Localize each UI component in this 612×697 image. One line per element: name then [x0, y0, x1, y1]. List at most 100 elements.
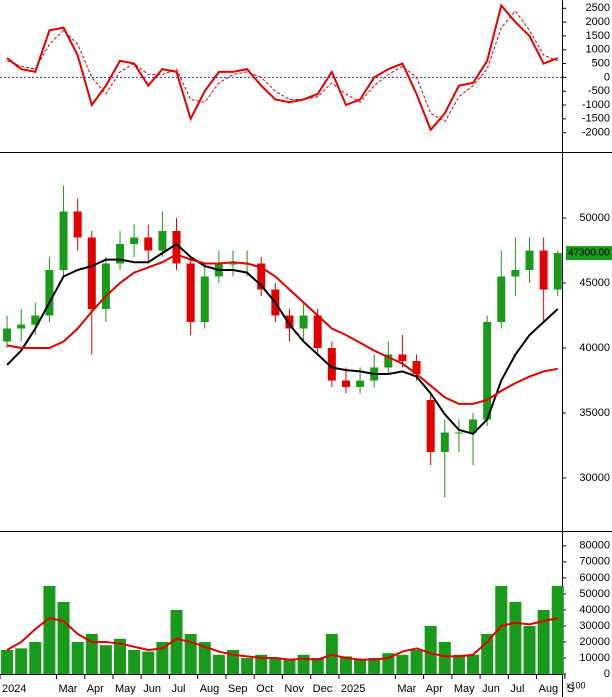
x-tick-label: May — [454, 683, 475, 695]
candle-body — [45, 270, 54, 316]
y-tick-label: 20000 — [579, 636, 610, 648]
y-tick-label: -1500 — [582, 113, 610, 125]
candle-body — [440, 432, 449, 452]
x-tick-label: Mar — [397, 683, 416, 695]
x-tick-label: Apr — [426, 683, 443, 695]
line — [6, 253, 558, 405]
candle-body — [3, 328, 12, 342]
line — [6, 10, 558, 123]
y-tick-label: 70000 — [579, 556, 610, 568]
bar — [1, 649, 14, 674]
x-tick-label: Aug — [200, 683, 220, 695]
candle-body — [341, 380, 350, 387]
y-tick-label: 0 — [604, 71, 610, 83]
x-tick-label: Mar — [58, 683, 77, 695]
candle-body — [172, 231, 181, 264]
candle-body — [31, 315, 40, 325]
bar — [255, 654, 268, 674]
candle-body — [384, 354, 393, 368]
candle-body — [398, 354, 407, 361]
bar — [495, 585, 508, 674]
bar — [212, 654, 225, 674]
y-tick-label: 40000 — [579, 604, 610, 616]
y-tick-label: -1000 — [582, 99, 610, 111]
y-tick-label: 30000 — [579, 620, 610, 632]
y-tick-label: 10000 — [579, 652, 610, 664]
x-tick-label: Sep — [228, 683, 248, 695]
y-tick-label: -2000 — [582, 127, 610, 139]
x-tick-label: Dec — [313, 683, 333, 695]
y-tick-label: 50000 — [579, 588, 610, 600]
bar — [523, 625, 536, 674]
bar — [297, 654, 310, 674]
bar — [509, 601, 522, 674]
candle-body — [299, 315, 308, 329]
candle-body — [525, 250, 534, 270]
y-tick-label: 35000 — [579, 407, 610, 419]
bar — [368, 657, 381, 674]
candle-body — [313, 315, 322, 348]
candle-body — [454, 432, 463, 434]
x-tick-label: S — [567, 683, 574, 695]
line — [6, 242, 559, 435]
candle-body — [257, 263, 266, 290]
candle-body — [412, 361, 421, 374]
bar — [184, 633, 197, 674]
bar — [142, 651, 155, 674]
y-tick-label: 50000 — [579, 212, 610, 224]
bar — [424, 625, 437, 674]
y-tick-label: 80000 — [579, 540, 610, 552]
bar — [170, 609, 183, 674]
candle-body — [17, 324, 26, 329]
bar — [481, 633, 494, 674]
y-tick-label: 1000 — [586, 44, 610, 56]
bar — [467, 654, 480, 674]
last-price-box — [566, 246, 612, 261]
bar — [15, 648, 28, 674]
candle-body — [116, 244, 125, 264]
bar — [85, 633, 98, 674]
bar — [410, 649, 423, 674]
y-tick-label: 60000 — [579, 572, 610, 584]
bar — [452, 654, 465, 674]
bar — [114, 638, 127, 674]
candle-body — [511, 270, 520, 277]
y-tick-label: 2500 — [586, 2, 610, 14]
candle-body — [186, 263, 195, 322]
bar — [156, 641, 169, 674]
bar — [99, 645, 112, 674]
x-tick-label: May — [115, 683, 136, 695]
bar — [241, 657, 254, 674]
bar — [198, 641, 211, 674]
y-tick-label: 0 — [604, 668, 610, 680]
candle-body — [101, 263, 110, 309]
bar — [551, 585, 564, 674]
x-tick-label: Jun — [143, 683, 161, 695]
bar — [438, 641, 451, 674]
bar — [311, 657, 324, 674]
candle-body — [483, 322, 492, 420]
bar — [283, 659, 296, 674]
x-tick-label: Nov — [284, 683, 304, 695]
unit-label: x100 — [566, 680, 586, 690]
x-tick-label: Jun — [482, 683, 500, 695]
x-tick-label: 2024 — [2, 683, 26, 695]
bar — [339, 656, 352, 674]
line — [6, 616, 558, 661]
candle-body — [59, 211, 68, 270]
bar — [354, 659, 367, 674]
x-tick-label: Apr — [87, 683, 104, 695]
y-tick-label: 500 — [592, 57, 610, 69]
candle-body — [469, 419, 478, 433]
candle-body — [200, 276, 209, 322]
bar — [537, 609, 550, 674]
y-tick-label: 40000 — [579, 342, 610, 354]
x-tick-label: Jul — [171, 683, 185, 695]
candle-body — [87, 237, 96, 309]
y-tick-label: 45000 — [579, 277, 610, 289]
candle-body — [553, 253, 562, 290]
candle-body — [73, 211, 82, 238]
x-tick-label: Jul — [510, 683, 524, 695]
candle-body — [144, 237, 153, 251]
